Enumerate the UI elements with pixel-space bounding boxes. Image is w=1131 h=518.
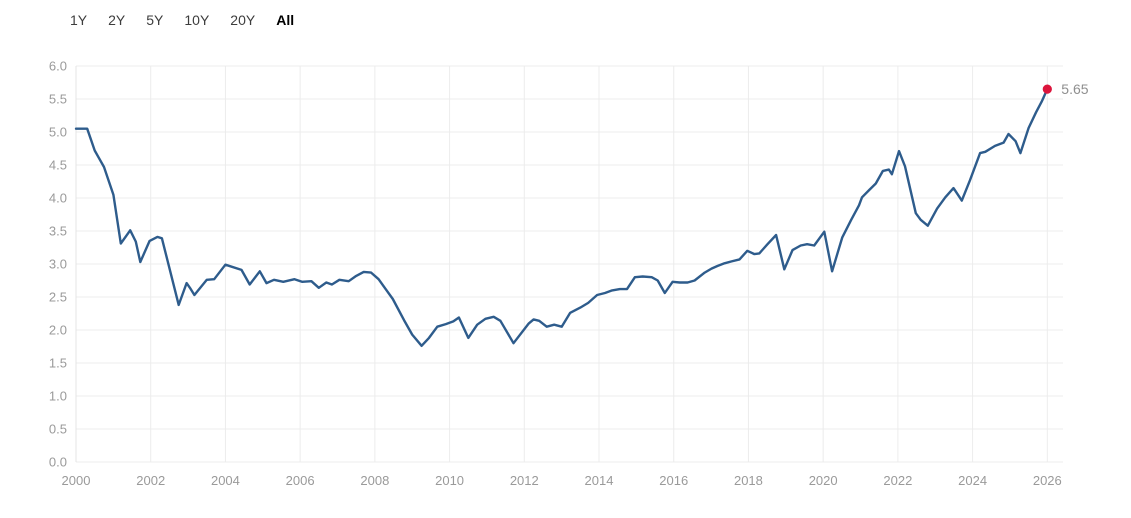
x-tick-label: 2000: [62, 473, 91, 488]
x-tick-label: 2010: [435, 473, 464, 488]
y-tick-label: 4.5: [49, 158, 67, 173]
y-tick-label: 5.0: [49, 125, 67, 140]
range-button-all[interactable]: All: [276, 12, 295, 28]
y-tick-label: 0.5: [49, 422, 67, 437]
y-tick-label: 4.0: [49, 191, 67, 206]
time-range-selector: 1Y 2Y 5Y 10Y 20Y All: [70, 10, 294, 30]
x-tick-label: 2016: [659, 473, 688, 488]
y-tick-label: 6.0: [49, 59, 67, 74]
range-button-5y[interactable]: 5Y: [146, 12, 164, 28]
x-tick-label: 2002: [136, 473, 165, 488]
x-tick-label: 2012: [510, 473, 539, 488]
x-tick-label: 2004: [211, 473, 240, 488]
range-button-10y[interactable]: 10Y: [184, 12, 210, 28]
y-tick-label: 0.0: [49, 455, 67, 470]
y-tick-label: 1.0: [49, 389, 67, 404]
x-tick-label: 2020: [809, 473, 838, 488]
last-point-marker: [1042, 84, 1052, 94]
y-tick-label: 1.5: [49, 356, 67, 371]
gridlines: [76, 65, 1063, 463]
x-tick-label: 2006: [286, 473, 315, 488]
y-tick-label: 3.0: [49, 257, 67, 272]
x-tick-label: 2026: [1033, 473, 1062, 488]
last-value-label: 5.65: [1061, 81, 1088, 97]
x-tick-label: 2014: [585, 473, 614, 488]
range-button-2y[interactable]: 2Y: [108, 12, 126, 28]
x-tick-label: 2018: [734, 473, 763, 488]
range-button-20y[interactable]: 20Y: [230, 12, 256, 28]
series-line[interactable]: [74, 87, 1049, 347]
y-tick-label: 2.0: [49, 323, 67, 338]
x-tick-label: 2022: [883, 473, 912, 488]
y-tick-label: 3.5: [49, 224, 67, 239]
x-tick-label: 2024: [958, 473, 987, 488]
x-tick-label: 2008: [360, 473, 389, 488]
y-tick-label: 2.5: [49, 290, 67, 305]
axis-tick-labels: 0.0 0.5 1.0 1.5 2.0 2.5 3.0 3.5 4.0 4.5 5.0 5.5 6.0 2…: [49, 59, 1062, 489]
y-tick-label: 5.5: [49, 92, 67, 107]
range-button-1y[interactable]: 1Y: [70, 12, 88, 28]
